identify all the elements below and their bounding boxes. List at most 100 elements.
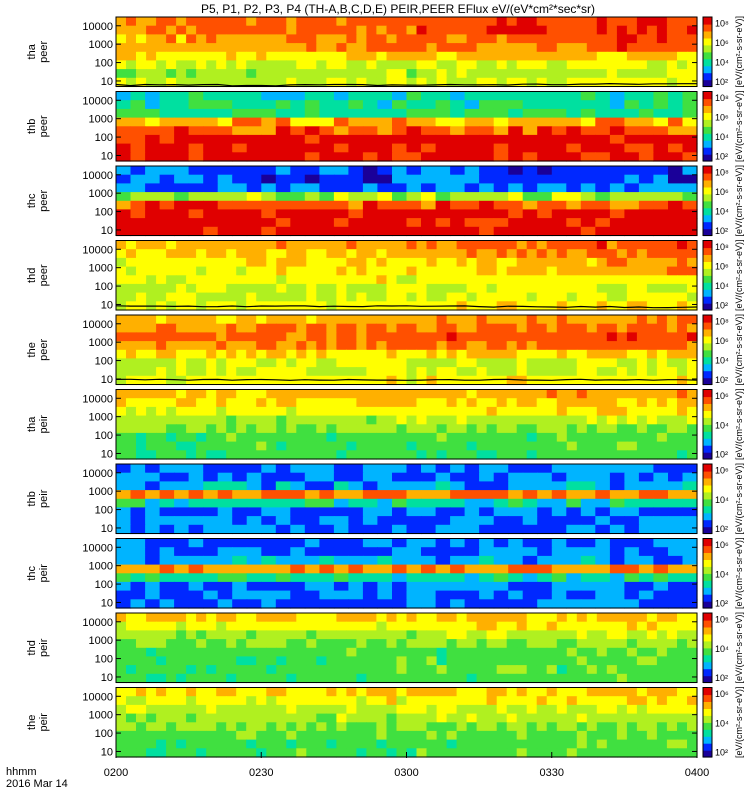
- heatmap-cell: [232, 226, 248, 237]
- heatmap-cell: [687, 424, 698, 434]
- heatmap-cell: [232, 166, 248, 176]
- heatmap-cell: [362, 498, 378, 509]
- heatmap-cell: [174, 226, 190, 237]
- heatmap-cell: [319, 174, 335, 184]
- heatmap-cell: [232, 108, 248, 119]
- heatmap-cell: [653, 490, 669, 500]
- heatmap-cell: [186, 332, 197, 342]
- heatmap-cell: [522, 590, 538, 600]
- heatmap-cell: [188, 192, 204, 202]
- heatmap-cell: [446, 257, 458, 268]
- heatmap-cell: [356, 647, 367, 658]
- heatmap-cell: [406, 673, 418, 684]
- heatmap-cell: [326, 713, 337, 723]
- heatmap-cell: [356, 748, 367, 758]
- heatmap-cell: [446, 34, 458, 44]
- heatmap-cell: [386, 367, 398, 377]
- heatmap-cell: [206, 730, 217, 741]
- heatmap-cell: [333, 143, 349, 153]
- heatmap-cell: [606, 34, 618, 44]
- heatmap-cell: [196, 240, 207, 250]
- heatmap-cell: [596, 249, 608, 259]
- heatmap-cell: [496, 275, 508, 285]
- heatmap-cell: [606, 367, 618, 377]
- heatmap-cell: [386, 349, 398, 360]
- colorbar-segment: [703, 672, 712, 677]
- heatmap-cell: [286, 341, 297, 351]
- y-tick-label: 1000: [89, 710, 113, 722]
- heatmap-cell: [261, 91, 277, 101]
- heatmap-cell: [682, 516, 698, 526]
- heatmap-cell: [188, 218, 204, 228]
- heatmap-cell: [256, 704, 267, 715]
- heatmap-cell: [421, 134, 437, 145]
- heatmap-cell: [526, 739, 538, 749]
- heatmap-cell: [296, 315, 307, 325]
- heatmap-cell: [275, 538, 291, 548]
- heatmap-cell: [386, 69, 398, 79]
- heatmap-cell: [246, 656, 257, 666]
- heatmap-cell: [306, 730, 317, 741]
- heatmap-cell: [638, 498, 654, 509]
- heatmap-cell: [624, 547, 640, 557]
- heatmap-cell: [188, 126, 204, 136]
- heatmap-cell: [232, 498, 248, 509]
- heatmap-cell: [286, 613, 297, 623]
- heatmap-cell: [336, 240, 347, 250]
- heatmap-cell: [426, 266, 438, 276]
- heatmap-cell: [595, 152, 611, 162]
- heatmap-cell: [316, 292, 327, 302]
- heatmap-cell: [446, 283, 458, 294]
- heatmap-cell: [146, 722, 157, 732]
- heatmap-cell: [446, 323, 458, 333]
- heatmap-cell: [416, 730, 428, 741]
- heatmap-cell: [551, 547, 567, 557]
- heatmap-cell: [246, 315, 257, 325]
- y-tick-label: 10: [101, 374, 113, 386]
- heatmap-cell: [609, 226, 625, 237]
- heatmap-cell: [116, 696, 127, 706]
- heatmap-cell: [666, 275, 678, 285]
- heatmap-cell: [636, 687, 648, 697]
- heatmap-cell: [146, 415, 157, 425]
- heatmap-cell: [596, 275, 608, 285]
- colorbar-segment: [703, 44, 712, 49]
- heatmap-cell: [236, 748, 247, 758]
- heatmap-cell: [290, 108, 306, 119]
- heatmap-cell: [145, 498, 161, 509]
- heatmap-cell: [668, 108, 684, 119]
- heatmap-cell: [486, 292, 498, 302]
- heatmap-cell: [566, 696, 578, 706]
- heatmap-cell: [286, 17, 297, 27]
- heatmap-cell: [290, 472, 306, 482]
- heatmap-cell: [396, 51, 408, 62]
- heatmap-cell: [156, 367, 167, 377]
- heatmap-cell: [450, 166, 466, 176]
- heatmap-cell: [366, 292, 377, 302]
- heatmap-cell: [677, 639, 688, 649]
- heatmap-cell: [426, 722, 438, 732]
- heatmap-cell: [682, 134, 698, 145]
- heatmap-cell: [326, 656, 337, 666]
- heatmap-cell: [145, 573, 161, 583]
- heatmap-cell: [606, 696, 618, 706]
- heatmap-cell: [186, 240, 197, 250]
- heatmap-cell: [316, 450, 327, 460]
- heatmap-cell: [392, 507, 408, 517]
- heatmap-cell: [406, 166, 422, 176]
- heatmap-cell: [580, 183, 596, 193]
- heatmap-cell: [636, 349, 648, 360]
- heatmap-cell: [656, 398, 668, 408]
- heatmap-cell: [522, 183, 538, 193]
- heatmap-cell: [266, 687, 277, 697]
- heatmap-cell: [145, 516, 161, 526]
- heatmap-cell: [508, 192, 524, 202]
- heatmap-cell: [319, 134, 335, 145]
- heatmap-cell: [595, 209, 611, 219]
- y-tick-label: 10: [101, 746, 113, 758]
- heatmap-cell: [406, 200, 422, 211]
- heatmap-cell: [466, 25, 478, 35]
- trace-line: [115, 82, 697, 87]
- heatmap-cell: [176, 415, 187, 425]
